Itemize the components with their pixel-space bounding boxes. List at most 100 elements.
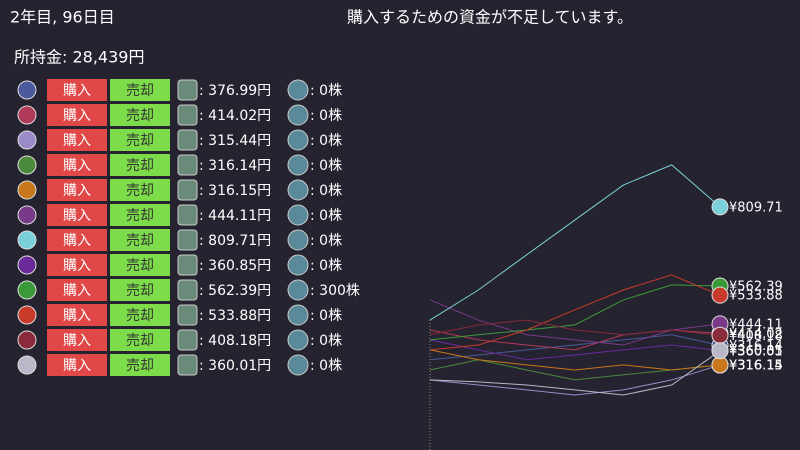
buy-label: 購入 <box>63 258 91 274</box>
buy-label: 購入 <box>63 333 91 349</box>
price-text: : 414.02円 <box>199 108 271 124</box>
sell-button[interactable] <box>110 279 170 301</box>
holding-text: : 0株 <box>310 158 342 174</box>
sell-label: 売却 <box>126 183 154 199</box>
buy-button[interactable] <box>47 229 107 251</box>
sell-label: 売却 <box>126 83 154 99</box>
sell-button[interactable] <box>110 204 170 226</box>
price-line <box>429 364 721 396</box>
sell-button[interactable] <box>110 304 170 326</box>
buy-label: 購入 <box>63 208 91 224</box>
holding-text: : 0株 <box>310 233 342 249</box>
sell-label: 売却 <box>126 308 154 324</box>
buy-button[interactable] <box>47 354 107 376</box>
price-line <box>429 339 721 361</box>
price-line <box>429 164 721 321</box>
item-icon <box>17 80 37 100</box>
holding-text: : 0株 <box>310 108 342 124</box>
sell-button[interactable] <box>110 79 170 101</box>
chart-icon <box>177 154 198 176</box>
chart-icon <box>177 129 198 151</box>
buy-label: 購入 <box>63 83 91 99</box>
price-text: : 360.01円 <box>199 358 271 374</box>
chart-price-label: ¥316.15 <box>729 359 783 374</box>
buy-button[interactable] <box>47 179 107 201</box>
money-text: 所持金: 28,439円 <box>14 48 144 67</box>
price-line <box>429 349 721 371</box>
chart-price-label: ¥533.88 <box>729 289 783 304</box>
holding-text: : 0株 <box>310 208 342 224</box>
price-text: : 562.39円 <box>199 283 271 299</box>
sell-button[interactable] <box>110 179 170 201</box>
coin-icon <box>287 304 309 326</box>
buy-label: 購入 <box>63 308 91 324</box>
coin-icon <box>287 329 309 351</box>
sell-button[interactable] <box>110 104 170 126</box>
sell-label: 売却 <box>126 158 154 174</box>
buy-label: 購入 <box>63 133 91 149</box>
sell-button[interactable] <box>110 154 170 176</box>
chart-icon <box>177 179 198 201</box>
chart-price-label: ¥444.11 <box>729 317 783 332</box>
chart-end-icon <box>711 198 729 216</box>
buy-label: 購入 <box>63 183 91 199</box>
buy-button[interactable] <box>47 279 107 301</box>
buy-button[interactable] <box>47 304 107 326</box>
buy-button[interactable] <box>47 154 107 176</box>
chart-icon <box>177 104 198 126</box>
chart-icon <box>177 354 198 376</box>
sell-label: 売却 <box>126 283 154 299</box>
price-line <box>429 274 721 351</box>
price-text: : 360.85円 <box>199 258 271 274</box>
chart-price-label: ¥809.71 <box>729 200 783 215</box>
sell-label: 売却 <box>126 333 154 349</box>
holding-text: : 0株 <box>310 308 342 324</box>
holding-text: : 0株 <box>310 258 342 274</box>
sell-button[interactable] <box>110 229 170 251</box>
sell-label: 売却 <box>126 233 154 249</box>
holding-text: : 0株 <box>310 183 342 199</box>
price-line <box>429 299 721 346</box>
holding-text: : 0株 <box>310 358 342 374</box>
holding-text: : 300株 <box>310 283 360 299</box>
chart-price-label: ¥316.14 <box>729 339 783 354</box>
buy-button[interactable] <box>47 329 107 351</box>
sell-label: 売却 <box>126 133 154 149</box>
chart-price-label: ¥360.01 <box>729 344 783 359</box>
sell-button[interactable] <box>110 354 170 376</box>
sell-button[interactable] <box>110 329 170 351</box>
price-text: : 809.71円 <box>199 233 271 249</box>
item-icon <box>17 205 37 225</box>
item-icon <box>17 180 37 200</box>
item-icon <box>17 280 37 300</box>
chart-price-label: ¥408.18 <box>729 329 783 344</box>
price-line <box>429 284 721 341</box>
sell-label: 売却 <box>126 208 154 224</box>
price-line <box>429 334 721 361</box>
coin-icon <box>287 279 309 301</box>
sell-button[interactable] <box>110 129 170 151</box>
sell-label: 売却 <box>126 258 154 274</box>
chart-icon <box>177 79 198 101</box>
holding-text: : 0株 <box>310 83 342 99</box>
item-icon <box>17 355 37 375</box>
chart-price-label: ¥360.85 <box>729 344 783 359</box>
buy-button[interactable] <box>47 129 107 151</box>
price-line <box>429 319 721 336</box>
coin-icon <box>287 354 309 376</box>
coin-icon <box>287 254 309 276</box>
item-icon <box>17 305 37 325</box>
buy-button[interactable] <box>47 79 107 101</box>
item-icon <box>17 155 37 175</box>
buy-button[interactable] <box>47 204 107 226</box>
sell-button[interactable] <box>110 254 170 276</box>
buy-button[interactable] <box>47 104 107 126</box>
item-icon <box>17 230 37 250</box>
sell-label: 売却 <box>126 358 154 374</box>
buy-label: 購入 <box>63 358 91 374</box>
chart-end-icon <box>711 326 729 344</box>
price-line <box>429 350 721 396</box>
sell-label: 売却 <box>126 108 154 124</box>
buy-button[interactable] <box>47 254 107 276</box>
coin-icon <box>287 204 309 226</box>
